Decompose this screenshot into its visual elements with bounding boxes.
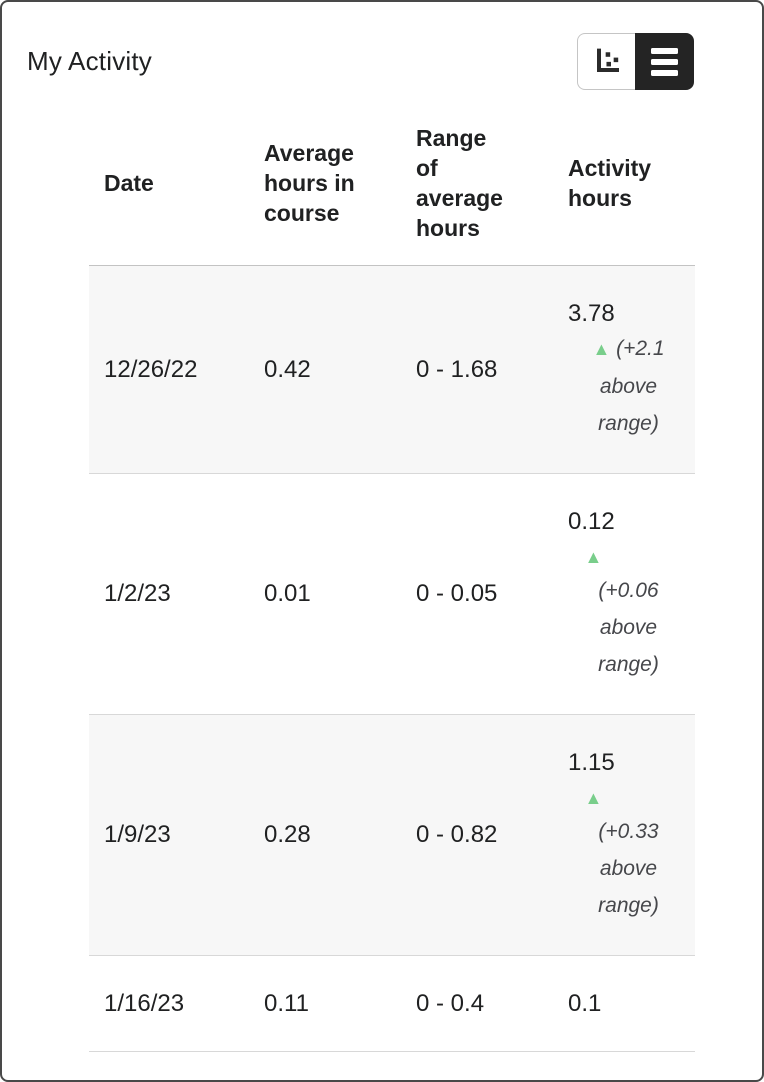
above-range-badge: ▲ (+0.33 above range) <box>585 783 673 924</box>
average-hours-cell: 0.28 <box>264 821 311 848</box>
activity-table-container: Date Average hours in course Range of av… <box>89 102 695 1052</box>
column-header-activity-hours: Activity hours <box>568 155 652 212</box>
table-row: 12/26/22 0.42 0 - 1.68 3.78 ▲ (+2.1 abov… <box>89 265 695 473</box>
range-cell: 0 - 1.68 <box>416 355 498 383</box>
activity-value: 0.1 <box>568 989 602 1017</box>
table-row: 1/16/23 0.11 0 - 0.4 0.1 <box>89 955 695 1051</box>
scatter-chart-icon <box>591 44 623 79</box>
activity-value: 1.15 <box>568 748 615 776</box>
activity-hours-cell: 3.78 ▲ (+2.1 above range) <box>553 265 695 473</box>
comparison-text: (+0.06 above range) <box>598 578 659 676</box>
column-header-date: Date <box>104 170 154 197</box>
comparison-text: (+2.1 above range) <box>598 336 665 435</box>
date-cell: 1/16/23 <box>104 989 185 1017</box>
table-row: 1/2/23 0.01 0 - 0.05 0.12 ▲ (+0.06 above … <box>89 473 695 714</box>
column-header-range: Range of average hours <box>416 125 503 242</box>
activity-table: Date Average hours in course Range of av… <box>89 102 695 1052</box>
chart-view-button[interactable] <box>577 33 635 90</box>
date-cell: 1/2/23 <box>104 580 171 607</box>
activity-value: 0.12 <box>568 507 615 535</box>
up-triangle-icon: ▲ <box>584 787 603 808</box>
up-triangle-icon: ▲ <box>592 338 611 359</box>
range-cell: 0 - 0.05 <box>416 580 498 607</box>
date-cell: 12/26/22 <box>104 355 198 383</box>
table-row: 1/9/23 0.28 0 - 0.82 1.15 ▲ (+0.33 above … <box>89 714 695 955</box>
activity-value: 3.78 <box>568 299 615 327</box>
range-cell: 0 - 0.4 <box>416 989 485 1017</box>
up-triangle-icon: ▲ <box>584 546 603 567</box>
widget-header: My Activity <box>2 2 762 90</box>
range-cell: 0 - 0.82 <box>416 821 498 848</box>
column-header-average-hours: Average hours in course <box>264 140 355 227</box>
view-toggle-group <box>577 33 694 90</box>
date-cell: 1/9/23 <box>104 821 171 848</box>
average-hours-cell: 0.42 <box>264 355 311 383</box>
list-icon <box>651 47 678 76</box>
page-title: My Activity <box>27 46 152 76</box>
comparison-text: (+0.33 above range) <box>598 819 659 917</box>
table-header-row: Date Average hours in course Range of av… <box>89 102 695 265</box>
activity-hours-cell: 0.1 <box>553 955 695 1051</box>
average-hours-cell: 0.11 <box>264 989 309 1017</box>
above-range-badge: ▲ (+2.1 above range) <box>585 330 673 442</box>
average-hours-cell: 0.01 <box>264 580 311 607</box>
above-range-badge: ▲ (+0.06 above range) <box>585 542 673 683</box>
activity-hours-cell: 1.15 ▲ (+0.33 above range) <box>553 714 695 955</box>
activity-hours-cell: 0.12 ▲ (+0.06 above range) <box>553 473 695 714</box>
list-view-button[interactable] <box>635 33 694 90</box>
